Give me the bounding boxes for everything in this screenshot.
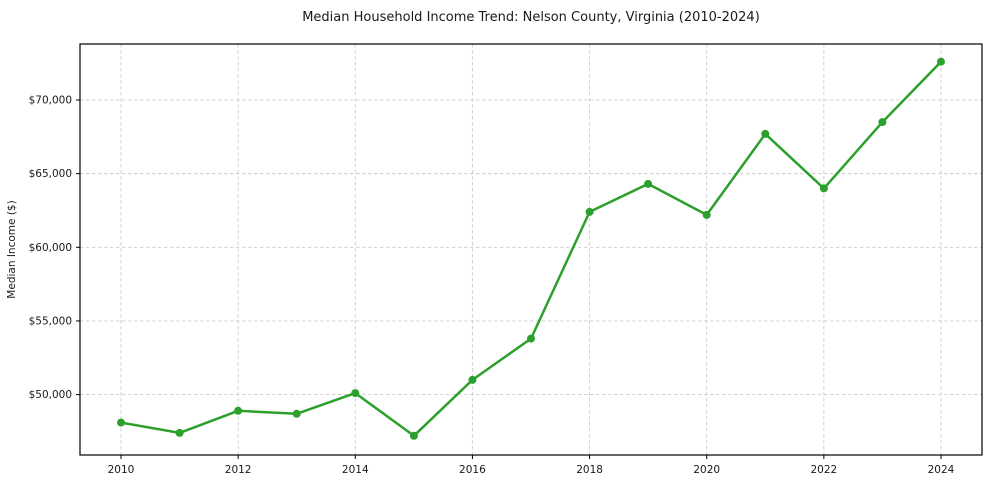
x-tick-label: 2012	[225, 464, 252, 476]
y-axis-label: Median Income ($)	[6, 200, 18, 298]
data-point	[351, 389, 360, 398]
x-tick-label: 2018	[576, 464, 603, 476]
data-point	[644, 179, 653, 188]
plot-area: 2010 2012 2014 2016 2018 2020 2022 2024 $50,000 $…	[29, 43, 983, 476]
y-tick-label: $55,000	[29, 315, 72, 327]
data-point	[585, 207, 594, 216]
x-tick-label: 2020	[693, 464, 720, 476]
data-point	[937, 57, 945, 66]
data-point	[175, 428, 184, 437]
x-tick-label: 2022	[810, 464, 837, 476]
y-tick-label: $60,000	[29, 242, 72, 254]
data-point	[702, 210, 711, 219]
data-point	[527, 334, 535, 343]
axes-frame	[79, 43, 983, 456]
x-tick-label: 2016	[459, 464, 486, 476]
data-point	[819, 184, 828, 193]
x-tick-label: 2014	[342, 464, 369, 476]
data-point	[409, 431, 418, 440]
data-point	[878, 118, 887, 127]
data-line	[119, 60, 943, 438]
data-point	[761, 129, 770, 138]
y-tick-label: $50,000	[29, 389, 72, 401]
x-tick-label: 2010	[108, 464, 135, 476]
x-tick-label: 2024	[928, 464, 955, 476]
y-tick-label: $65,000	[29, 168, 72, 180]
data-point	[117, 418, 125, 427]
data-point	[234, 406, 243, 415]
data-point	[468, 375, 477, 384]
y-tick-label: $70,000	[29, 94, 72, 106]
chart-title: Median Household Income Trend: Nelson Co…	[302, 10, 760, 25]
data-point	[292, 409, 301, 418]
